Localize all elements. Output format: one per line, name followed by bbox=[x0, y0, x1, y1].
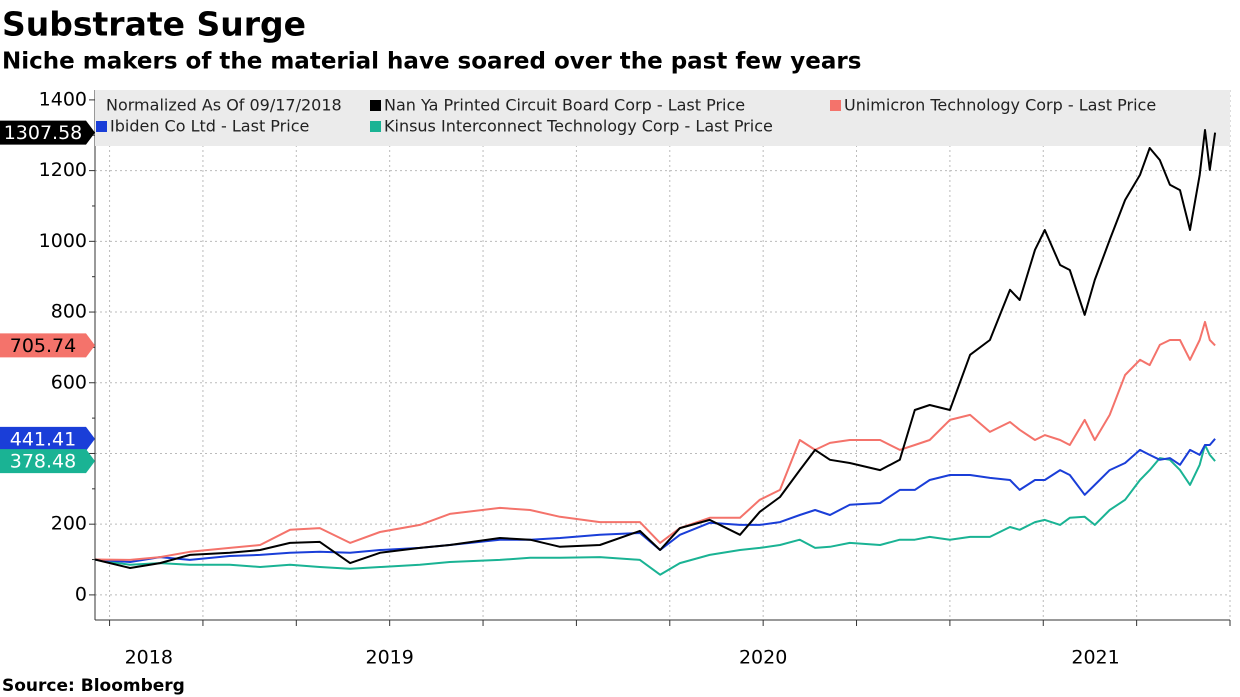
legend-label: Unimicron Technology Corp - Last Price bbox=[844, 96, 1156, 115]
last-value-label: 1307.58 bbox=[4, 122, 83, 144]
last-value-flag bbox=[0, 333, 95, 358]
y-tick-label: 600 bbox=[51, 371, 87, 393]
chart-title: Substrate Surge bbox=[2, 5, 306, 44]
legend-swatch bbox=[830, 100, 841, 111]
legend-swatch bbox=[96, 121, 107, 132]
series-line bbox=[94, 129, 1217, 569]
legend-label: Kinsus Interconnect Technology Corp - La… bbox=[384, 117, 773, 136]
y-tick-label: 1200 bbox=[39, 159, 87, 181]
x-tick-label: 2018 bbox=[125, 647, 173, 669]
last-value-flag bbox=[0, 120, 95, 145]
last-value-label: 705.74 bbox=[10, 335, 76, 357]
series-line bbox=[94, 438, 1216, 563]
y-tick-label: 1400 bbox=[39, 88, 87, 110]
series-line bbox=[94, 320, 1216, 561]
legend-swatch bbox=[370, 121, 381, 132]
last-value-flag bbox=[0, 449, 95, 474]
legend-label: Ibiden Co Ltd - Last Price bbox=[110, 117, 309, 136]
x-tick-label: 2020 bbox=[739, 647, 787, 669]
source: Source: Bloomberg bbox=[2, 676, 185, 696]
last-value-label: 441.41 bbox=[10, 428, 76, 450]
last-value-label: 378.48 bbox=[10, 451, 76, 473]
legend-label: Nan Ya Printed Circuit Board Corp - Last… bbox=[384, 96, 745, 115]
legend-title: Normalized As Of 09/17/2018 bbox=[106, 96, 342, 115]
y-tick-label: 800 bbox=[51, 301, 87, 323]
y-tick-label: 0 bbox=[75, 583, 87, 605]
legend-box bbox=[95, 90, 1230, 146]
y-tick-label: 200 bbox=[51, 513, 87, 535]
series-line bbox=[94, 444, 1216, 576]
y-tick-label: 1000 bbox=[39, 230, 87, 252]
legend-swatch bbox=[370, 100, 381, 111]
chart-subtitle: Niche makers of the material have soared… bbox=[2, 49, 861, 75]
x-tick-label: 2019 bbox=[365, 647, 413, 669]
last-value-flag bbox=[0, 426, 95, 451]
x-tick-label: 2021 bbox=[1071, 647, 1119, 669]
